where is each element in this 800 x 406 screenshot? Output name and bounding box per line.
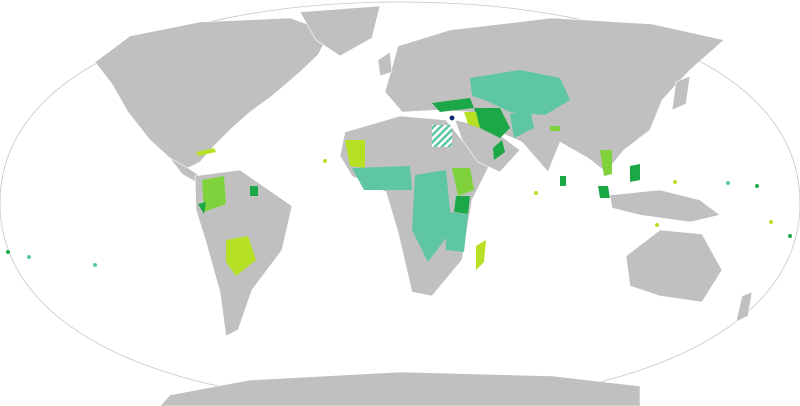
country-ecuador (198, 202, 206, 214)
country-kenya (454, 196, 470, 214)
australia (625, 229, 723, 303)
island-dot (755, 184, 759, 188)
island-dot (673, 180, 677, 184)
new-zealand (735, 291, 753, 323)
country-cuba (196, 148, 216, 156)
country-pakistan (510, 108, 534, 138)
country-turkey (432, 98, 474, 112)
island-dot (323, 159, 327, 163)
country-oman (493, 140, 505, 160)
country-nepal (550, 126, 560, 131)
country-west-africa (352, 166, 412, 190)
island-dot (769, 220, 773, 224)
antarctica (159, 371, 641, 406)
island-dot (27, 255, 31, 259)
country-vietnam (600, 150, 612, 176)
island-dot (6, 250, 10, 254)
country-iraq (464, 112, 480, 128)
island-dot (726, 181, 730, 185)
country-colombia (202, 176, 226, 212)
japan (671, 75, 691, 111)
island-dot (655, 223, 659, 227)
country-central-asia (470, 70, 570, 115)
country-malaysia (598, 186, 610, 198)
north-america (94, 17, 331, 169)
highlighted-countries (6, 70, 792, 276)
southeast-asia-islands (609, 189, 721, 223)
country-sri-lanka (560, 176, 566, 186)
country-guyana (250, 186, 258, 196)
country-lebanon (449, 115, 455, 121)
island-dot (534, 191, 538, 195)
country-iran (474, 108, 510, 138)
country-egypt (432, 125, 452, 147)
greenland (299, 5, 381, 57)
country-mauritania (345, 140, 365, 168)
country-madagascar (476, 240, 486, 270)
country-bolivia (226, 236, 256, 276)
island-dot (788, 234, 792, 238)
country-east-africa (446, 212, 468, 252)
country-central-africa (412, 170, 452, 262)
island-dot (93, 263, 97, 267)
uk (377, 51, 393, 77)
country-ethiopia (452, 168, 474, 196)
country-philippines (630, 164, 640, 182)
